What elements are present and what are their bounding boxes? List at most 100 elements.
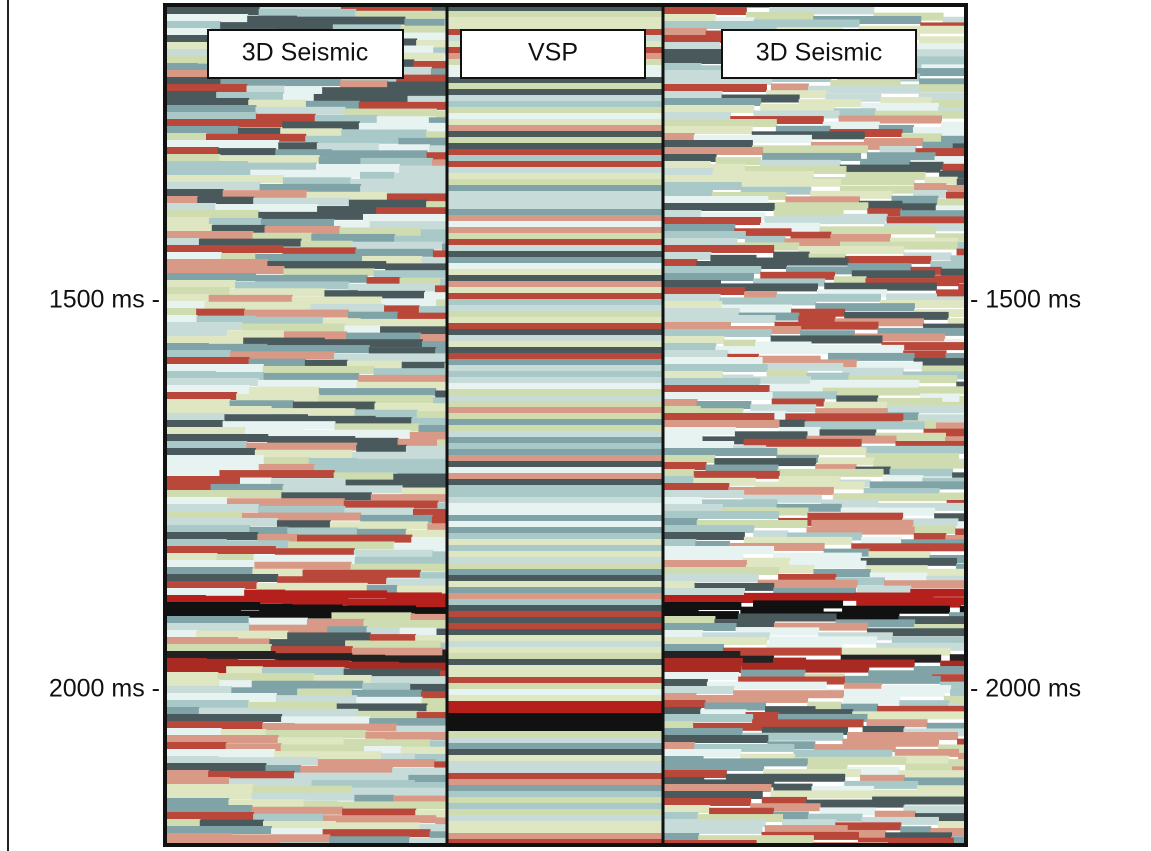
reflector bbox=[861, 536, 903, 545]
reflector bbox=[693, 477, 757, 486]
reflector bbox=[208, 294, 293, 303]
reflector bbox=[914, 624, 966, 633]
seismic-panel bbox=[663, 5, 966, 845]
vsp-band bbox=[447, 137, 663, 143]
vsp-band bbox=[447, 401, 663, 407]
reflector bbox=[723, 647, 842, 656]
reflector bbox=[165, 735, 279, 743]
reflector bbox=[923, 428, 966, 437]
vsp-band bbox=[447, 557, 663, 563]
reflector bbox=[165, 406, 272, 414]
reflector bbox=[398, 137, 447, 146]
vsp-band bbox=[447, 221, 663, 227]
reflector bbox=[343, 668, 441, 677]
reflector bbox=[401, 487, 447, 496]
reflector bbox=[198, 707, 258, 716]
vsp-band bbox=[447, 281, 663, 287]
reflector bbox=[165, 441, 248, 449]
reflector bbox=[398, 662, 447, 671]
time-label: 1500 ms - bbox=[49, 286, 160, 314]
reflector bbox=[353, 549, 434, 558]
reflector bbox=[834, 318, 925, 327]
reflector bbox=[414, 753, 447, 762]
reflector bbox=[663, 329, 772, 337]
reflector bbox=[913, 533, 947, 542]
reflector bbox=[766, 370, 808, 379]
reflector bbox=[265, 765, 302, 774]
reflector bbox=[663, 567, 780, 575]
reflector bbox=[903, 350, 947, 359]
vsp-band bbox=[447, 635, 663, 641]
reflector bbox=[430, 68, 447, 77]
reflector bbox=[745, 11, 815, 20]
reflector bbox=[351, 647, 444, 656]
reflector bbox=[341, 605, 417, 614]
reflector bbox=[886, 293, 937, 302]
reflector bbox=[356, 458, 447, 467]
reflector bbox=[318, 157, 362, 166]
vsp-band bbox=[447, 743, 663, 749]
reflector bbox=[225, 540, 290, 549]
reflector bbox=[165, 588, 246, 596]
reflector bbox=[383, 739, 431, 748]
reflector bbox=[815, 464, 857, 473]
reflector bbox=[165, 28, 211, 36]
reflector bbox=[899, 700, 950, 709]
vsp-band bbox=[447, 11, 663, 17]
reflector bbox=[856, 599, 961, 608]
reflector bbox=[282, 121, 360, 130]
reflector bbox=[346, 332, 422, 341]
reflector bbox=[197, 196, 255, 205]
reflector bbox=[244, 589, 286, 598]
reflector bbox=[832, 493, 948, 502]
reflector bbox=[165, 77, 222, 85]
reflector bbox=[773, 587, 857, 596]
reflector bbox=[843, 682, 883, 691]
reflector bbox=[255, 274, 368, 283]
reflector bbox=[663, 595, 755, 603]
vsp-band bbox=[447, 467, 663, 473]
reflector bbox=[248, 617, 308, 626]
reflector bbox=[165, 14, 249, 22]
vsp-band bbox=[447, 119, 663, 125]
reflector bbox=[663, 665, 742, 673]
reflector bbox=[251, 792, 356, 801]
vsp-band bbox=[447, 815, 663, 821]
reflector bbox=[243, 337, 325, 346]
reflector bbox=[735, 627, 820, 636]
vsp-band bbox=[447, 539, 663, 545]
reflector bbox=[733, 690, 845, 699]
reflector bbox=[883, 580, 966, 589]
reflector bbox=[165, 21, 222, 29]
reflector bbox=[225, 743, 282, 752]
reflector bbox=[815, 408, 888, 417]
reflector bbox=[344, 325, 382, 334]
reflector bbox=[437, 439, 447, 448]
reflector bbox=[817, 289, 888, 298]
vsp-band bbox=[447, 797, 663, 803]
reflector bbox=[867, 628, 966, 637]
vsp-band bbox=[447, 599, 663, 605]
reflector bbox=[663, 756, 704, 764]
reflector bbox=[441, 243, 447, 252]
reflector bbox=[165, 91, 218, 99]
reflector bbox=[336, 703, 428, 712]
reflector bbox=[165, 217, 210, 225]
reflector bbox=[393, 473, 447, 482]
reflector bbox=[433, 397, 447, 406]
reflector bbox=[750, 404, 817, 413]
reflector bbox=[253, 813, 325, 822]
reflector bbox=[165, 497, 228, 505]
reflector bbox=[760, 222, 821, 231]
reflector bbox=[787, 532, 863, 541]
reflector bbox=[785, 413, 904, 422]
reflector bbox=[694, 582, 775, 591]
reflector bbox=[912, 126, 966, 135]
reflector bbox=[752, 719, 864, 728]
reflector bbox=[165, 420, 224, 428]
reflector bbox=[267, 261, 387, 270]
vsp-band bbox=[447, 23, 663, 29]
reflector bbox=[940, 268, 966, 277]
vsp-band bbox=[447, 365, 663, 371]
reflector bbox=[860, 158, 911, 167]
